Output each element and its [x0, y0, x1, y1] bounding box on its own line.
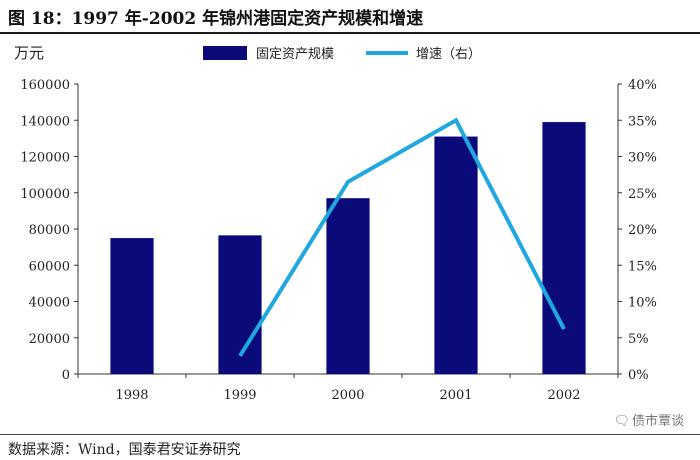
legend-line-label: 增速（右）	[416, 47, 481, 62]
right-tick-label: 0%	[628, 368, 649, 383]
left-tick-label: 0	[62, 368, 70, 383]
left-tick-label: 160000	[20, 78, 70, 93]
left-tick-label: 60000	[29, 259, 70, 274]
left-axis-unit-label: 万元	[14, 44, 44, 62]
x-tick-label: 1998	[115, 388, 148, 403]
bar	[326, 198, 370, 374]
left-tick-label: 120000	[20, 151, 70, 166]
left-tick-label: 100000	[20, 187, 70, 202]
bar	[218, 235, 262, 374]
title-rule	[0, 32, 700, 34]
legend-bar-label: 固定资产规模	[256, 47, 334, 62]
right-tick-label: 35%	[628, 114, 657, 129]
figure-title: 图 18：1997 年-2002 年锦州港固定资产规模和增速	[8, 9, 424, 29]
x-tick-label: 2001	[439, 388, 472, 403]
left-tick-label: 80000	[29, 223, 70, 238]
growth-line	[238, 117, 566, 357]
bar	[542, 122, 586, 374]
right-tick-label: 40%	[628, 78, 657, 93]
right-tick-label: 25%	[628, 187, 657, 202]
x-tick-label: 2002	[547, 388, 580, 403]
legend-bar-swatch	[203, 46, 247, 60]
right-tick-label: 5%	[628, 332, 649, 347]
watermark-text: 债市覃谈	[631, 414, 684, 429]
bottom-rule	[0, 434, 700, 435]
bar	[434, 136, 478, 374]
legend: 固定资产规模 增速（右）	[203, 46, 481, 62]
right-tick-label: 30%	[628, 151, 657, 166]
source-note: 数据来源：Wind，国泰君安证券研究	[8, 442, 241, 458]
left-tick-label: 40000	[29, 296, 70, 311]
x-tick-label: 1999	[223, 388, 256, 403]
left-tick-label: 140000	[20, 114, 70, 129]
right-tick-label: 20%	[628, 223, 657, 238]
left-tick-label: 20000	[29, 332, 70, 347]
right-tick-label: 15%	[628, 259, 657, 274]
wechat-bubble-icon: 🗨	[613, 414, 630, 429]
bar	[110, 238, 154, 374]
right-tick-label: 10%	[628, 296, 657, 311]
chart: 万元 固定资产规模 增速（右） 0 20000 40000 60000 80000 100…	[14, 44, 657, 403]
x-tick-label: 2000	[331, 388, 364, 403]
watermark: 🗨 债市覃谈	[613, 410, 684, 429]
